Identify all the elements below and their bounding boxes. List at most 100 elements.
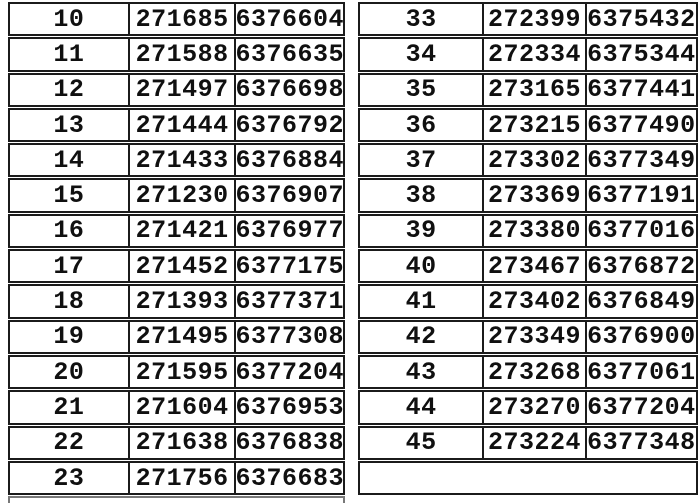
partial-next-row-edge	[8, 496, 345, 503]
table-row: 38 273369 6377191	[358, 178, 698, 213]
point-id-cell: 12	[10, 74, 130, 105]
easting-cell: 271588	[130, 39, 237, 70]
easting-cell: 273349	[484, 321, 587, 352]
table-row: 34 272334 6375344	[358, 37, 698, 72]
table-row: 16 271421 6376977	[8, 213, 345, 249]
table-row: 40 273467 6376872	[358, 249, 698, 284]
easting-cell: 272334	[484, 39, 587, 70]
point-id-cell: 39	[360, 215, 485, 247]
table-row: 42 273349 6376900	[358, 319, 698, 354]
point-id-cell: 21	[10, 392, 130, 423]
point-id-cell: 38	[360, 180, 485, 211]
point-id-cell: 36	[360, 109, 485, 141]
northing-cell: 6376884	[236, 145, 343, 175]
easting-cell: 271444	[130, 109, 237, 141]
point-id-cell: 19	[10, 321, 130, 352]
northing-cell: 6376635	[236, 39, 343, 69]
northing-cell: 6377349	[587, 145, 696, 175]
northing-cell: 6377016	[587, 216, 696, 246]
point-id-cell: 23	[10, 462, 130, 494]
table-row: 36 273215 6377490	[358, 107, 698, 143]
easting-cell: 271756	[130, 462, 237, 494]
point-id-cell: 45	[360, 427, 485, 458]
table-row: 44 273270 6377204	[358, 390, 698, 425]
table-row: 12 271497 6376698	[8, 72, 345, 107]
easting-cell: 273224	[484, 427, 587, 458]
table-row: 45 273224 6377348	[358, 425, 698, 460]
coordinate-table-left: 10 271685 6376604 11 271588 6376635 12 271497 63…	[8, 2, 345, 503]
point-id-cell: 44	[360, 392, 485, 423]
northing-cell: 6377175	[236, 251, 343, 281]
point-id-cell: 40	[360, 251, 485, 282]
northing-cell: 6376977	[236, 216, 343, 246]
table-row: 17 271452 6377175	[8, 249, 345, 284]
northing-cell: 6375344	[587, 39, 696, 69]
table-row: 37 273302 6377349	[358, 143, 698, 178]
empty-row	[358, 460, 698, 496]
point-id-cell: 22	[10, 427, 130, 458]
northing-cell: 6377441	[587, 75, 696, 105]
point-id-cell: 16	[10, 215, 130, 247]
point-id-cell: 41	[360, 286, 485, 317]
point-id-cell: 33	[360, 4, 485, 35]
point-id-cell: 43	[360, 356, 485, 388]
table-row: 21 271604 6376953	[8, 390, 345, 425]
easting-cell: 271452	[130, 251, 237, 282]
northing-cell: 6376698	[236, 75, 343, 105]
table-row: 10 271685 6376604	[8, 2, 345, 37]
table-row: 15 271230 6376907	[8, 178, 345, 213]
easting-cell: 271421	[130, 215, 237, 247]
easting-cell: 271595	[130, 356, 237, 388]
easting-cell: 273467	[484, 251, 587, 282]
northing-cell: 6376838	[236, 428, 343, 458]
easting-cell: 271497	[130, 74, 237, 105]
table-row: 39 273380 6377016	[358, 213, 698, 249]
coordinate-table-right: 33 272399 6375432 34 272334 6375344 35 273165 63…	[358, 2, 698, 496]
northing-cell: 6377191	[587, 181, 696, 211]
table-row: 41 273402 6376849	[358, 284, 698, 319]
northing-cell: 6377490	[587, 110, 696, 140]
northing-cell: 6377308	[236, 322, 343, 352]
point-id-cell: 11	[10, 39, 130, 70]
point-id-cell: 42	[360, 321, 485, 352]
point-id-cell: 35	[360, 74, 485, 105]
easting-cell: 273369	[484, 180, 587, 211]
easting-cell: 273165	[484, 74, 587, 105]
northing-cell: 6377204	[587, 392, 696, 422]
point-id-cell: 34	[360, 39, 485, 70]
point-id-cell: 14	[10, 145, 130, 176]
table-row: 11 271588 6376635	[8, 37, 345, 72]
easting-cell: 271495	[130, 321, 237, 352]
northing-cell: 6376872	[587, 251, 696, 281]
point-id-cell: 17	[10, 251, 130, 282]
table-row: 14 271433 6376884	[8, 143, 345, 178]
table-row: 43 273268 6377061	[358, 354, 698, 390]
point-id-cell: 18	[10, 286, 130, 317]
easting-cell: 273402	[484, 286, 587, 317]
northing-cell: 6376907	[236, 181, 343, 211]
table-row: 33 272399 6375432	[358, 2, 698, 37]
northing-cell: 6377204	[236, 357, 343, 387]
northing-cell: 6377371	[236, 287, 343, 317]
point-id-cell: 10	[10, 4, 130, 35]
point-id-cell: 15	[10, 180, 130, 211]
northing-cell: 6376683	[236, 463, 343, 493]
table-row: 18 271393 6377371	[8, 284, 345, 319]
point-id-cell: 20	[10, 356, 130, 388]
easting-cell: 273380	[484, 215, 587, 247]
easting-cell: 273215	[484, 109, 587, 141]
easting-cell: 272399	[484, 4, 587, 35]
easting-cell: 271393	[130, 286, 237, 317]
northing-cell: 6376900	[587, 322, 696, 352]
easting-cell: 271685	[130, 4, 237, 35]
easting-cell: 273268	[484, 356, 587, 388]
easting-cell: 273302	[484, 145, 587, 176]
northing-cell: 6375432	[587, 4, 696, 34]
table-row: 35 273165 6377441	[358, 72, 698, 107]
easting-cell: 271230	[130, 180, 237, 211]
easting-cell: 271433	[130, 145, 237, 176]
table-row: 22 271638 6376838	[8, 425, 345, 460]
northing-cell: 6376953	[236, 392, 343, 422]
northing-cell: 6377348	[587, 428, 696, 458]
northing-cell: 6376792	[236, 110, 343, 140]
